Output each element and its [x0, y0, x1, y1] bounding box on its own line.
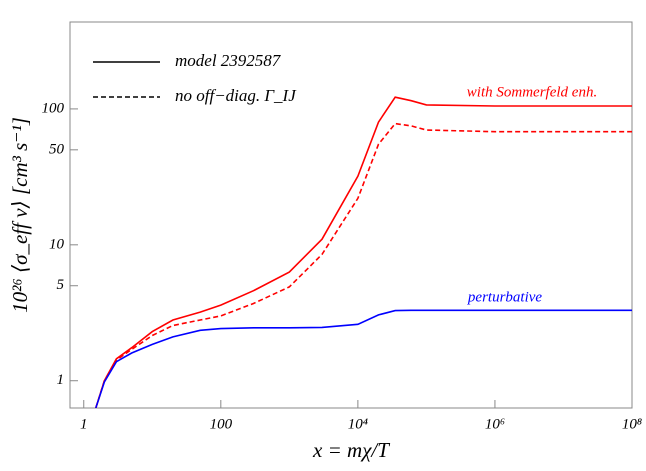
x-tick-label: 10⁶	[485, 416, 505, 432]
y-tick-label: 100	[42, 100, 65, 116]
legend-label: model 2392587	[175, 51, 282, 70]
legend-label: no off−diag. Γ_IJ	[175, 86, 297, 105]
series-line	[95, 309, 632, 408]
annotation: perturbative	[467, 289, 542, 305]
y-tick-label: 1	[57, 372, 65, 388]
plot-frame	[69, 21, 633, 409]
series-line	[95, 96, 632, 408]
x-tick-label: 10⁸	[622, 416, 642, 432]
y-tick-label: 10	[49, 236, 65, 252]
y-tick-label: 5	[57, 277, 65, 293]
x-tick-label: 10⁴	[348, 416, 368, 432]
series-line	[95, 122, 632, 408]
y-axis-label: 10²⁶ ⟨σ_eff v⟩ [cm³ s⁻¹]	[8, 117, 32, 313]
y-tick-label: 50	[49, 141, 65, 157]
x-tick-label: 1	[80, 416, 88, 432]
x-tick-label: 100	[210, 416, 233, 432]
annotation: with Sommerfeld enh.	[467, 84, 597, 100]
x-axis-label: x = mχ/T	[312, 438, 390, 462]
